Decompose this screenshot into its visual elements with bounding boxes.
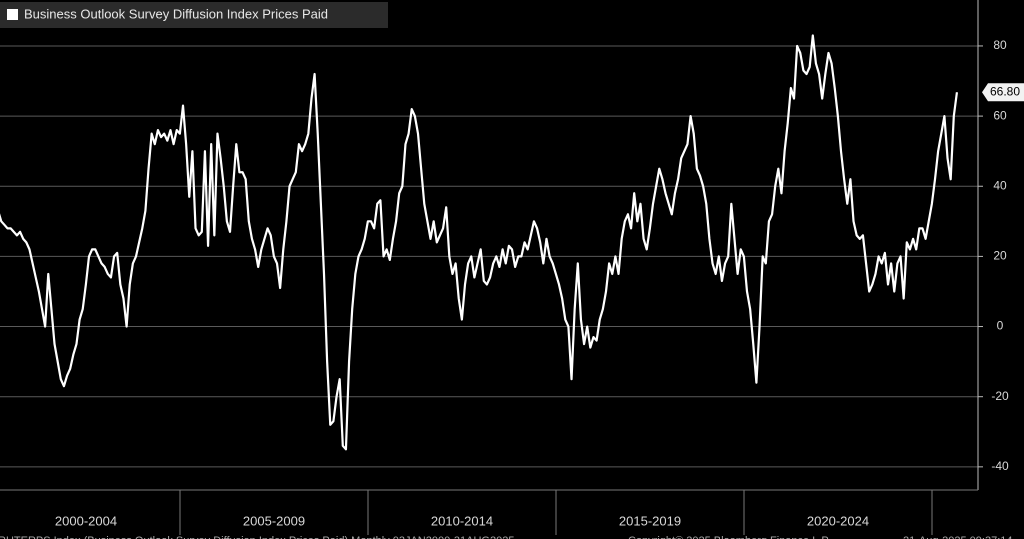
footer-text: 21-Aug-2025 09:37:14 [903,535,1012,539]
last-value-label: 66.80 [990,84,1020,98]
series-line [0,34,959,451]
plot [0,34,959,451]
grid: -40 -20 0 20 40 60 80 2000-2004 2005-2009 2010-20… [0,0,1009,535]
y-tick-label: 80 [993,38,1007,52]
footer-text: RUTERPS Index (Business Outlook Survey D… [0,535,514,539]
x-tick-label: 2015-2019 [619,513,681,528]
last-value-box [982,83,1024,102]
y-tick-label: -20 [991,389,1009,403]
x-tick-label: 2010-2014 [431,513,493,528]
y-tick-label: 20 [993,249,1007,263]
x-tick-label: 2005-2009 [243,513,305,528]
legend-label: Business Outlook Survey Diffusion Index … [24,6,328,21]
footer-text: Copyright© 2025 Bloomberg Finance L.P. [628,535,830,539]
x-tick-label: 2020-2024 [807,513,869,528]
legend-box [0,2,388,28]
legend-swatch [7,9,18,20]
y-tick-label: 60 [993,108,1007,122]
y-tick-label: 40 [993,178,1007,192]
y-tick-label: -40 [991,459,1009,473]
y-tick-label: 0 [997,319,1004,333]
x-tick-label: 2000-2004 [55,513,117,528]
